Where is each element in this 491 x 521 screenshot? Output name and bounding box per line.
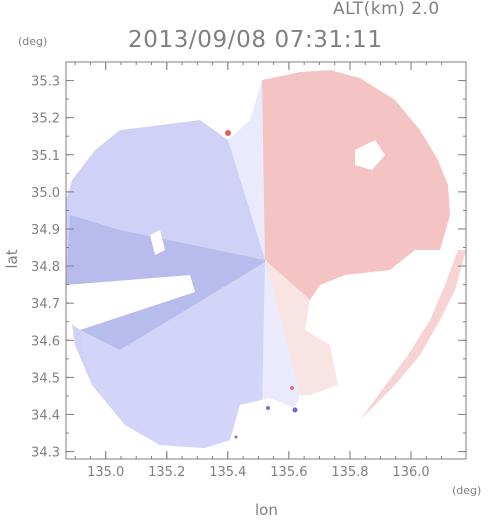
y-axis-ticks: 34.3 34.4 34.5 34.6 34.7 34.8 34.9 35.0 35.1 35.2… bbox=[31, 61, 466, 461]
y-tick-label: 34.6 bbox=[31, 334, 60, 349]
no-echo-gap-north bbox=[66, 62, 466, 200]
y-tick-label: 35.0 bbox=[31, 186, 60, 201]
no-echo-gap-east-arc bbox=[360, 250, 466, 420]
x-tick-label: 136.0 bbox=[392, 465, 429, 480]
x-axis-label: lon bbox=[255, 501, 278, 519]
velocity-field bbox=[66, 62, 466, 459]
y-tick-label: 35.3 bbox=[31, 75, 60, 90]
no-echo-gap-east bbox=[360, 250, 466, 459]
speckle-blue bbox=[266, 406, 270, 410]
receding-sector bbox=[262, 70, 450, 300]
no-echo-gap-west bbox=[66, 275, 195, 330]
x-axis-unit: (deg) bbox=[452, 484, 482, 497]
speckle-blue bbox=[234, 435, 238, 439]
x-tick-label: 135.0 bbox=[87, 465, 124, 480]
y-tick-label: 35.1 bbox=[31, 149, 60, 164]
approaching-sector-far bbox=[72, 262, 265, 448]
altitude-label: ALT(km) 2.0 bbox=[333, 0, 440, 19]
plot-frame bbox=[65, 61, 467, 460]
x-tick-label: 135.8 bbox=[331, 465, 368, 480]
speckle-red bbox=[290, 386, 294, 390]
y-tick-label: 34.3 bbox=[31, 446, 60, 461]
x-axis-ticks: 135.0 135.2 135.4 135.6 135.8 136.0 bbox=[74, 62, 443, 480]
speckle-blue bbox=[292, 407, 298, 413]
y-tick-label: 34.4 bbox=[31, 408, 60, 423]
y-tick-label: 34.8 bbox=[31, 260, 60, 275]
no-echo-gap-south bbox=[230, 398, 325, 459]
speckle-red bbox=[225, 130, 231, 136]
receding-sector-light bbox=[265, 260, 338, 395]
y-tick-label: 35.2 bbox=[31, 112, 60, 127]
y-tick-label: 34.5 bbox=[31, 371, 60, 386]
x-tick-label: 135.6 bbox=[270, 465, 307, 480]
no-echo-gap-hole-1 bbox=[355, 140, 385, 170]
no-echo-gap-hole-2 bbox=[150, 230, 165, 255]
y-tick-label: 34.7 bbox=[31, 297, 60, 312]
y-axis-unit: (deg) bbox=[18, 35, 48, 48]
y-tick-label: 34.9 bbox=[31, 223, 60, 238]
timestamp-title: 2013/09/08 07:31:11 bbox=[128, 27, 383, 53]
near-zero-band bbox=[228, 80, 300, 420]
x-tick-label: 135.2 bbox=[148, 465, 185, 480]
x-tick-label: 135.4 bbox=[209, 465, 246, 480]
